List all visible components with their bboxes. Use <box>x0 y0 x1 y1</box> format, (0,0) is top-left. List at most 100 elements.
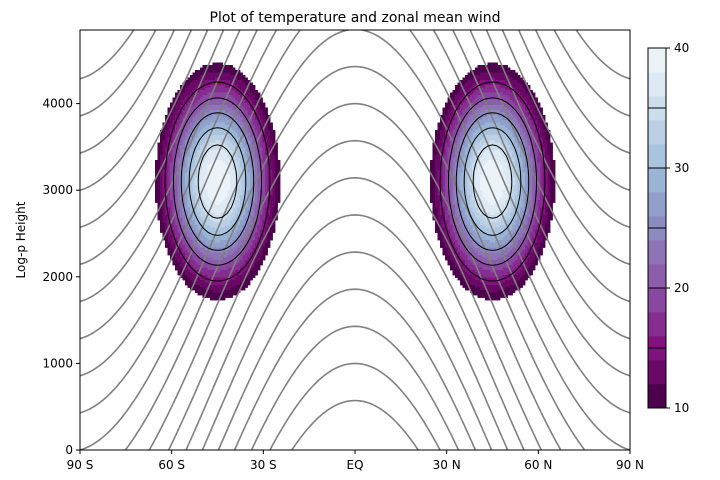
fill-cell <box>167 160 171 163</box>
fill-cell <box>490 90 493 93</box>
fill-cell <box>167 207 171 211</box>
fill-cell <box>185 95 188 98</box>
fill-cell <box>247 87 251 91</box>
fill-cell <box>490 160 493 163</box>
fill-cell <box>192 145 196 148</box>
fill-cell <box>182 92 186 96</box>
fill-cell <box>450 167 453 171</box>
fill-cell <box>220 115 223 118</box>
fill-cell <box>227 157 231 161</box>
fill-cell <box>162 175 166 178</box>
fill-cell <box>232 125 236 128</box>
fill-cell <box>542 210 546 213</box>
fill-cell <box>530 207 533 211</box>
fill-cell <box>480 152 483 156</box>
fill-cell <box>545 140 548 143</box>
fill-cell <box>480 147 483 151</box>
fill-cell <box>522 185 526 188</box>
fill-cell <box>177 155 181 158</box>
fill-cell <box>470 85 473 88</box>
fill-cell <box>207 167 211 171</box>
fill-cell <box>177 210 181 213</box>
fill-cell <box>530 107 533 111</box>
fill-cell <box>532 145 536 148</box>
fill-cell <box>492 182 496 186</box>
fill-cell <box>477 125 481 128</box>
fill-cell <box>215 77 218 81</box>
fill-cell <box>480 65 483 68</box>
fill-cell <box>187 170 191 173</box>
fill-cell <box>232 147 236 151</box>
fill-cell <box>542 115 546 118</box>
fill-cell <box>180 210 183 213</box>
fill-cell <box>235 95 238 98</box>
fill-cell <box>195 110 198 113</box>
fill-cell <box>465 172 468 176</box>
fill-cell <box>240 102 243 106</box>
fill-cell <box>480 137 483 141</box>
fill-cell <box>190 205 193 208</box>
fill-cell <box>552 170 556 173</box>
fill-cell <box>515 162 518 166</box>
fill-cell <box>475 135 478 138</box>
fill-cell <box>165 142 168 146</box>
fill-cell <box>460 132 463 136</box>
fill-cell <box>492 165 496 168</box>
fill-cell <box>472 70 476 73</box>
fill-cell <box>537 162 541 166</box>
fill-cell <box>517 202 521 206</box>
fill-cell <box>495 102 498 106</box>
fill-cell <box>452 125 456 128</box>
fill-cell <box>172 132 176 136</box>
fill-cell <box>180 122 183 126</box>
fill-cell <box>470 157 473 161</box>
fill-cell <box>512 157 516 161</box>
fill-cell <box>467 145 471 148</box>
fill-cell <box>230 117 233 121</box>
fill-cell <box>222 105 226 108</box>
fill-cell <box>265 155 268 158</box>
fill-cell <box>237 192 241 196</box>
fill-cell <box>225 100 228 103</box>
fill-cell <box>205 200 208 203</box>
fill-cell <box>507 107 511 111</box>
fill-cell <box>492 117 496 121</box>
fill-cell <box>522 82 526 86</box>
fill-cell <box>252 190 256 193</box>
fill-cell <box>462 140 466 143</box>
fill-cell <box>225 110 228 113</box>
fill-cell <box>215 190 218 193</box>
fill-cell <box>495 107 498 111</box>
fill-cell <box>470 110 473 113</box>
fill-cell <box>520 142 523 146</box>
fill-cell <box>190 127 193 131</box>
fill-cell <box>432 200 436 203</box>
fill-cell <box>460 107 463 111</box>
fill-cell <box>467 112 471 116</box>
fill-cell <box>452 187 456 191</box>
fill-cell <box>167 127 171 131</box>
fill-cell <box>237 115 241 118</box>
fill-cell <box>517 190 521 193</box>
fill-cell <box>257 177 261 181</box>
fill-cell <box>200 157 203 161</box>
fill-cell <box>505 165 508 168</box>
fill-cell <box>205 167 208 171</box>
fill-cell <box>237 77 241 81</box>
fill-cell <box>260 135 263 138</box>
fill-cell <box>487 142 491 146</box>
fill-cell <box>180 207 183 211</box>
fill-cell <box>460 150 463 153</box>
fill-cell <box>495 97 498 101</box>
fill-cell <box>232 82 236 86</box>
fill-cell <box>512 175 516 178</box>
fill-cell <box>250 125 253 128</box>
fill-cell <box>247 92 251 96</box>
fill-cell <box>182 137 186 141</box>
fill-cell <box>227 185 231 188</box>
fill-cell <box>545 175 548 178</box>
fill-cell <box>455 105 458 108</box>
fill-cell <box>530 157 533 161</box>
fill-cell <box>522 102 526 106</box>
fill-cell <box>265 162 268 166</box>
